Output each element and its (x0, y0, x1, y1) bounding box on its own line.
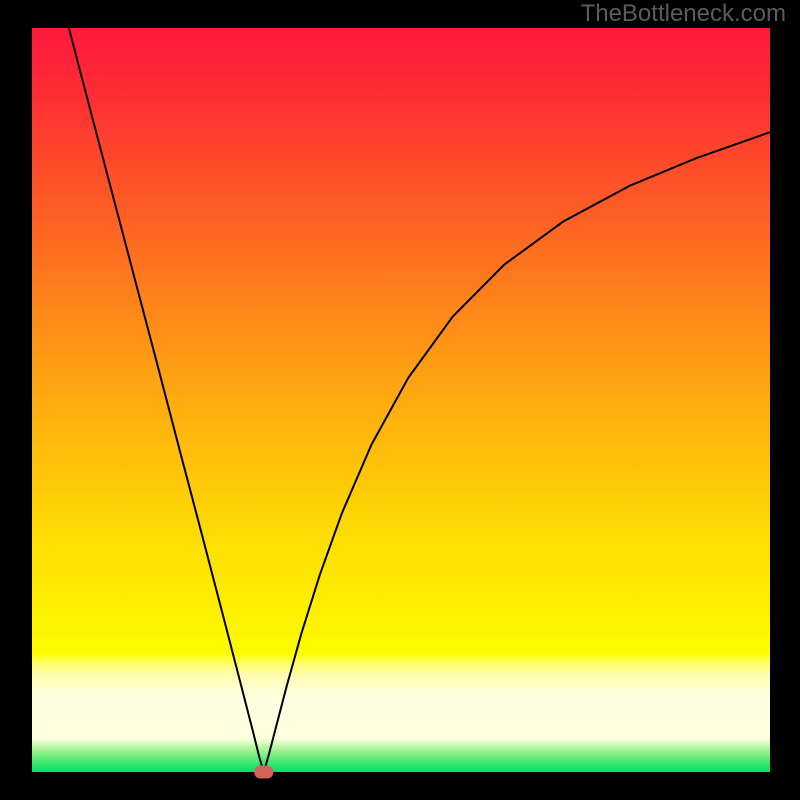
gradient-plot-area (32, 28, 770, 772)
bottleneck-chart (0, 0, 800, 800)
attribution-text: TheBottleneck.com (581, 0, 786, 28)
dip-marker (254, 766, 273, 779)
